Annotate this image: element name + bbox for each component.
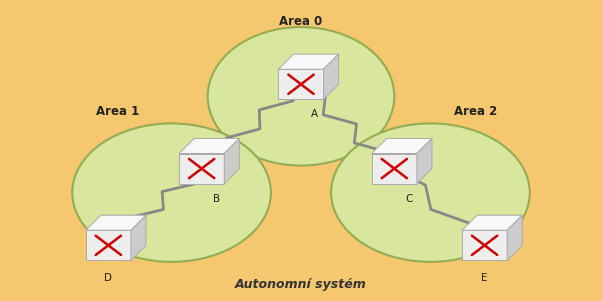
Ellipse shape	[208, 27, 394, 166]
Text: A: A	[311, 109, 318, 119]
Polygon shape	[417, 138, 432, 184]
Polygon shape	[462, 230, 507, 260]
Polygon shape	[278, 54, 338, 69]
Ellipse shape	[331, 123, 530, 262]
Text: C: C	[406, 194, 413, 204]
Text: Autonomní systém: Autonomní systém	[235, 278, 367, 291]
Ellipse shape	[72, 123, 271, 262]
Polygon shape	[131, 215, 146, 260]
Polygon shape	[507, 215, 523, 260]
Polygon shape	[462, 215, 523, 230]
Text: E: E	[482, 273, 488, 284]
Text: B: B	[213, 194, 220, 204]
Polygon shape	[179, 154, 224, 184]
Polygon shape	[372, 138, 432, 154]
Polygon shape	[179, 138, 240, 154]
Polygon shape	[224, 138, 240, 184]
Polygon shape	[278, 69, 324, 99]
Polygon shape	[372, 154, 417, 184]
Polygon shape	[85, 230, 131, 260]
Text: Area 1: Area 1	[96, 105, 139, 118]
Polygon shape	[324, 54, 338, 99]
Polygon shape	[85, 215, 146, 230]
Text: D: D	[104, 273, 113, 284]
Text: Area 0: Area 0	[279, 14, 323, 28]
Text: Area 2: Area 2	[454, 105, 497, 118]
